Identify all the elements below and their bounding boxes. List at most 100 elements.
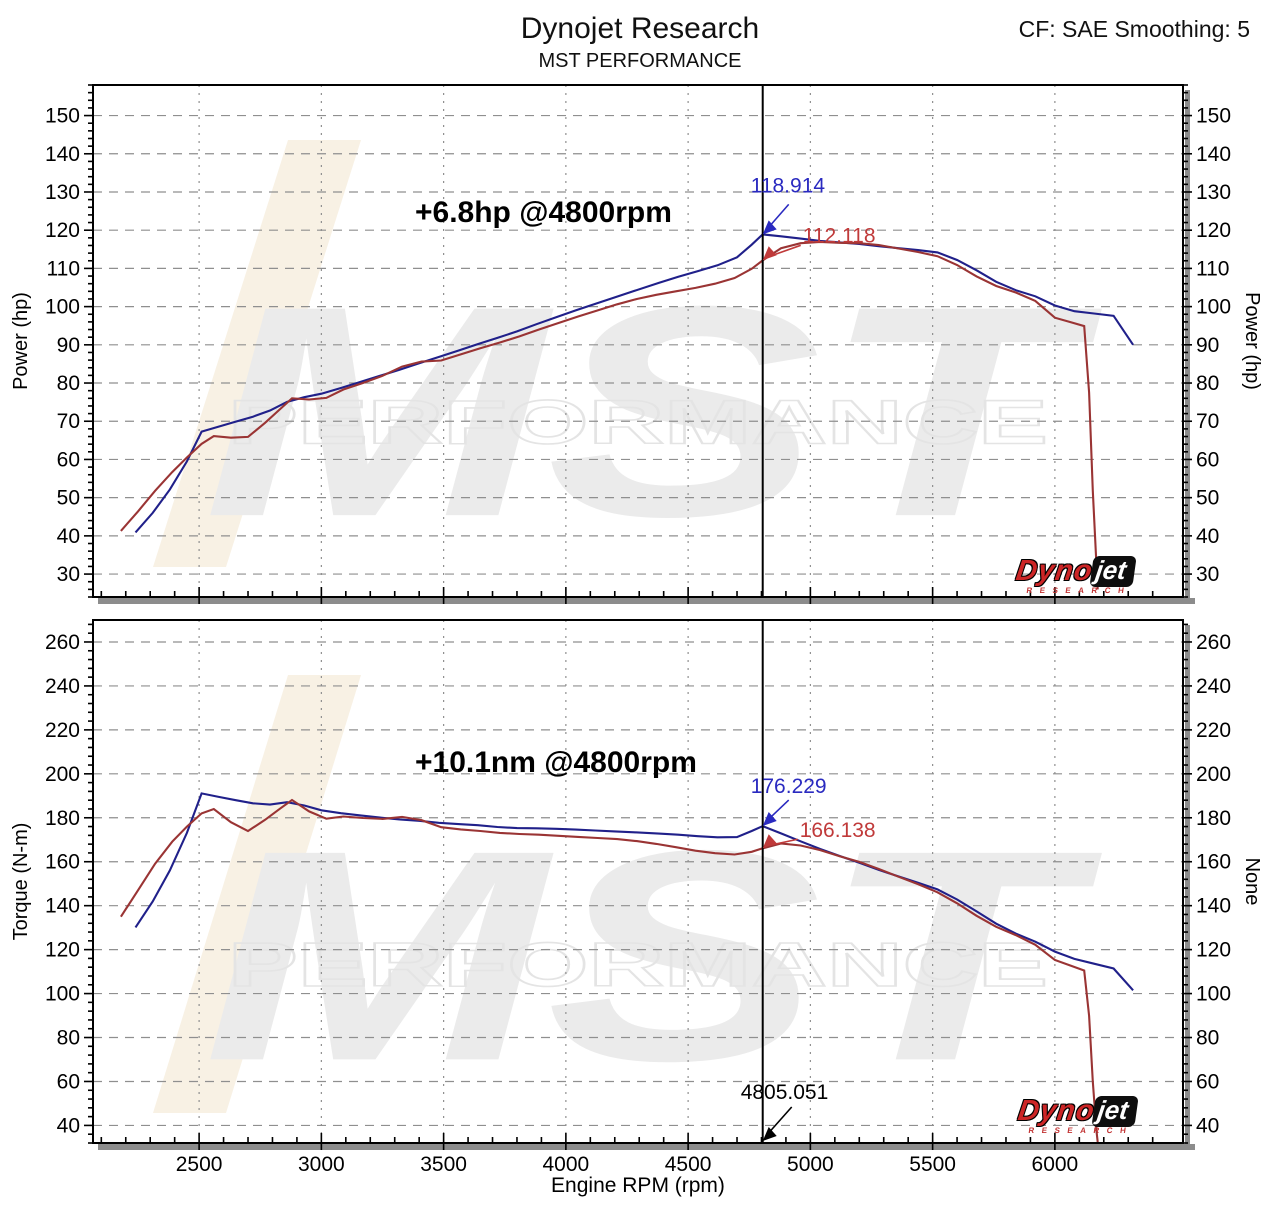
- y-tick-label-right-260: 260: [1196, 631, 1231, 654]
- torque-marker-166.138: 166.138: [762, 819, 876, 849]
- y-tick-label-right-180: 180: [1196, 807, 1231, 830]
- marker-value-label: 176.229: [751, 775, 827, 798]
- y-tick-label-right-140: 140: [1196, 143, 1231, 166]
- y-tick-label-left-150: 150: [45, 105, 80, 128]
- y-tick-label-right-120: 120: [1196, 939, 1231, 962]
- dynojet-logo-wordmark: Dyno jet: [985, 1095, 1169, 1127]
- power-series-before-line: [120, 240, 1099, 590]
- y-tick-label-left-140: 140: [45, 895, 80, 918]
- torque-y-axis-title-left: Torque (N-m): [10, 823, 32, 941]
- torque-gain-annotation: +10.1nm @4800rpm: [415, 746, 697, 779]
- dynojet-logo-subtext: RESEARCH: [1025, 586, 1132, 595]
- y-tick-label-right-100: 100: [1196, 983, 1231, 1006]
- y-tick-label-left-40: 40: [57, 1114, 80, 1137]
- marker-value-label: 118.914: [751, 174, 826, 197]
- y-tick-label-right-60: 60: [1196, 448, 1219, 471]
- y-tick-label-left-180: 180: [45, 807, 80, 830]
- x-tick-label-2500: 2500: [176, 1153, 223, 1176]
- y-tick-label-left-120: 120: [45, 219, 80, 242]
- y-tick-label-left-100: 100: [45, 983, 80, 1006]
- y-tick-label-right-160: 160: [1196, 851, 1231, 874]
- y-tick-label-right-70: 70: [1196, 410, 1219, 433]
- y-tick-label-left-90: 90: [57, 334, 80, 357]
- x-tick-label-4000: 4000: [543, 1153, 590, 1176]
- y-tick-label-left-60: 60: [57, 1070, 80, 1093]
- torque-y-ticks: [84, 623, 1192, 1144]
- power-y-axis-title-right: Power (hp): [1241, 292, 1263, 390]
- y-tick-label-right-50: 50: [1196, 487, 1219, 510]
- power-y-axis-title-left: Power (hp): [10, 292, 32, 390]
- y-tick-label-right-80: 80: [1196, 372, 1219, 395]
- y-tick-label-left-100: 100: [45, 296, 80, 319]
- y-tick-label-left-50: 50: [57, 487, 80, 510]
- marker-arrowhead-icon: [762, 246, 777, 261]
- dynojet-logo-dyno-text: Dyno: [1013, 555, 1095, 587]
- watermark-performance-text: PERFORMANCE: [228, 931, 1048, 1000]
- correction-smoothing-note: CF: SAE Smoothing: 5: [1018, 16, 1250, 42]
- y-tick-label-right-130: 130: [1196, 181, 1231, 204]
- watermark-mst-text: MST: [203, 243, 1105, 579]
- y-tick-label-right-80: 80: [1196, 1027, 1219, 1050]
- y-tick-label-left-160: 160: [45, 851, 80, 874]
- y-tick-label-left-40: 40: [57, 525, 80, 548]
- x-tick-label-4500: 4500: [665, 1153, 712, 1176]
- y-tick-label-right-150: 150: [1196, 105, 1231, 128]
- power-marker-112.118: 112.118: [762, 224, 876, 261]
- page-title: Dynojet Research: [520, 12, 760, 45]
- y-tick-label-left-240: 240: [45, 675, 80, 698]
- y-tick-label-right-220: 220: [1196, 719, 1231, 742]
- torque-shadow-bottom: [98, 1144, 1195, 1150]
- torque-x-ticks: [100, 1133, 1154, 1150]
- y-tick-label-right-100: 100: [1196, 296, 1231, 319]
- marker-value-label: 4805.051: [741, 1081, 829, 1104]
- y-tick-label-left-110: 110: [47, 257, 80, 280]
- watermark-chevron-shape: [153, 140, 361, 567]
- x-tick-label-3500: 3500: [420, 1153, 467, 1176]
- power-marker-118.914: 118.914: [751, 174, 826, 235]
- y-tick-label-right-60: 60: [1196, 1070, 1219, 1093]
- marker-arrow-line: [767, 1106, 793, 1135]
- power-x-ticks: [100, 587, 1154, 604]
- dynojet-logo-jet-text: jet: [1089, 555, 1138, 587]
- torque-grid: [93, 620, 1183, 1143]
- watermark-chevron-shape: [153, 675, 361, 1113]
- power-plot-frame: [92, 84, 1184, 598]
- power-series: [120, 233, 1134, 590]
- marker-value-label: 112.118: [803, 224, 876, 247]
- torque-plot-frame: [92, 619, 1184, 1144]
- power-grid: [93, 85, 1183, 597]
- marker-arrowhead-icon: [762, 834, 777, 849]
- y-tick-label-left-30: 30: [57, 563, 80, 586]
- y-tick-label-right-40: 40: [1196, 1114, 1219, 1137]
- y-tick-label-left-80: 80: [57, 372, 80, 395]
- torque-y-axis-title-right: None: [1241, 858, 1263, 906]
- x-tick-label-6000: 6000: [1032, 1153, 1079, 1176]
- torque-marker-4805.051: 4805.051: [741, 1081, 829, 1141]
- y-tick-label-right-90: 90: [1196, 334, 1219, 357]
- y-tick-label-right-120: 120: [1196, 219, 1231, 242]
- y-tick-label-right-140: 140: [1196, 895, 1231, 918]
- y-tick-label-right-30: 30: [1196, 563, 1219, 586]
- dynojet-logo-torque-chart: Dyno jet RESEARCH: [984, 1095, 1169, 1135]
- dynojet-logo-power-chart: Dyno jet RESEARCH: [982, 555, 1167, 595]
- y-tick-label-left-120: 120: [45, 939, 80, 962]
- dynojet-logo-jet-text: jet: [1091, 1095, 1140, 1127]
- torque-marker-176.229: 176.229: [751, 775, 827, 827]
- power-series-after-line: [134, 233, 1134, 534]
- y-tick-label-left-140: 140: [45, 143, 80, 166]
- torque-series-after-line: [134, 792, 1134, 992]
- y-tick-label-right-200: 200: [1196, 763, 1231, 786]
- power-shadow-bottom: [98, 598, 1195, 604]
- power-shadow-right: [1185, 90, 1190, 604]
- torque-series-before-line: [120, 798, 1099, 1143]
- dynojet-logo-wordmark: Dyno jet: [983, 555, 1167, 587]
- y-tick-label-left-260: 260: [45, 631, 80, 654]
- y-tick-label-left-130: 130: [45, 181, 80, 204]
- y-tick-label-left-220: 220: [45, 719, 80, 742]
- y-tick-label-left-80: 80: [57, 1027, 80, 1050]
- marker-value-label: 166.138: [800, 819, 876, 842]
